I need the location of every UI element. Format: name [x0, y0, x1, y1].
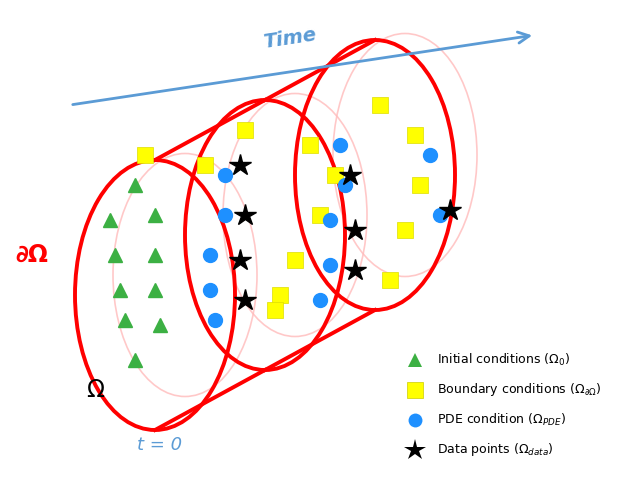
Text: PDE condition ($\Omega_{PDE}$): PDE condition ($\Omega_{PDE}$): [437, 412, 566, 428]
Text: ∂Ω: ∂Ω: [15, 243, 48, 267]
Text: Initial conditions ($\Omega_0$): Initial conditions ($\Omega_0$): [437, 352, 570, 368]
Text: Data points ($\Omega_{data}$): Data points ($\Omega_{data}$): [437, 442, 554, 458]
Text: Boundary conditions ($\Omega_{\partial\Omega}$): Boundary conditions ($\Omega_{\partial\O…: [437, 382, 602, 398]
Text: Ω: Ω: [86, 378, 104, 402]
Text: t = 0: t = 0: [138, 436, 182, 454]
Text: Time: Time: [262, 25, 318, 52]
